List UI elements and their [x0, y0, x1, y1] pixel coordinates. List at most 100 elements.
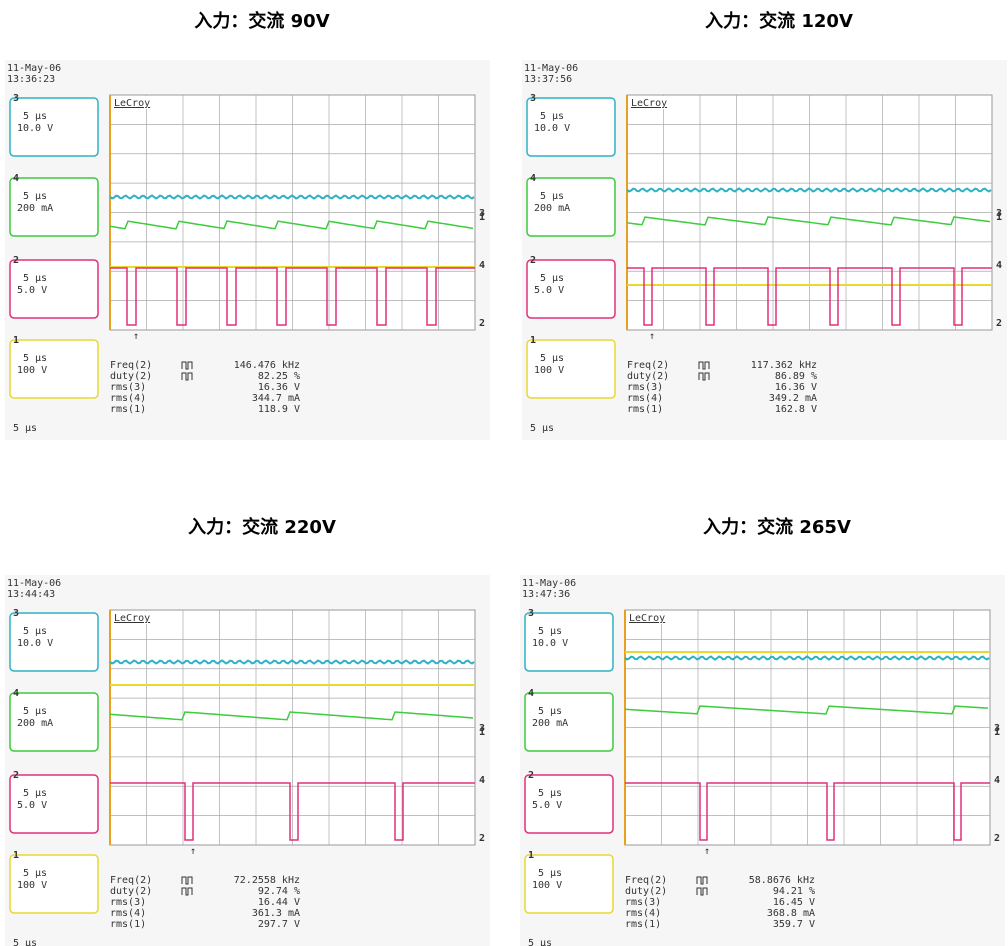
channel-marker: 1: [479, 212, 485, 223]
channel-marker: 2: [996, 318, 1002, 329]
measure-label: duty(2): [110, 886, 152, 897]
channel-marker: 4: [479, 260, 485, 271]
measure-value: 117.362 kHz: [751, 360, 817, 371]
measure-label: rms(4): [110, 908, 146, 919]
bottom-timebase: 5 μs: [528, 938, 552, 946]
page: 入力：交流 90V11-May-0613:36:23LeCroy↑35 μs10…: [0, 0, 1008, 946]
bottom-timebase: 5 μs: [13, 938, 37, 946]
brand: LeCroy: [631, 98, 667, 109]
channel-marker: 4: [994, 775, 1000, 786]
measure-value: 162.8 V: [775, 404, 817, 415]
trigger-arrow: ↑: [133, 331, 139, 342]
bottom-timebase: 5 μs: [530, 423, 554, 434]
channel-scale: 5.0 V: [532, 800, 562, 811]
channel-marker: 1: [994, 727, 1000, 738]
measure-label: rms(1): [110, 919, 146, 930]
panel-title: 入力：交流 265V: [703, 516, 851, 538]
measure-label: rms(1): [627, 404, 663, 415]
measure-label: rms(1): [110, 404, 146, 415]
measure-label: duty(2): [627, 371, 669, 382]
measure-label: rms(3): [110, 897, 146, 908]
channel-timebase: 5 μs: [23, 706, 47, 717]
measure-value: 94.21 %: [773, 886, 815, 897]
brand: LeCroy: [114, 98, 150, 109]
time: 13:44:43: [7, 589, 55, 600]
channel-timebase: 5 μs: [540, 273, 564, 284]
measure-value: 92.74 %: [258, 886, 300, 897]
measure-value: 86.89 %: [775, 371, 817, 382]
measure-value: 368.8 mA: [767, 908, 815, 919]
trigger-arrow: ↑: [704, 846, 710, 857]
measure-label: rms(4): [110, 393, 146, 404]
channel-scale: 100 V: [532, 880, 562, 891]
channel-timebase: 5 μs: [23, 626, 47, 637]
channel-marker: 1: [479, 727, 485, 738]
channel-scale: 5.0 V: [534, 285, 564, 296]
measure-value: 58.8676 kHz: [749, 875, 815, 886]
channel-timebase: 5 μs: [538, 706, 562, 717]
measure-label: rms(4): [627, 393, 663, 404]
channel-number: 3: [13, 93, 19, 104]
measure-value: 16.45 V: [773, 897, 815, 908]
scope-panel: 入力：交流 265V11-May-0613:47:36LeCroy↑35 μs1…: [520, 516, 1005, 946]
channel-scale: 5.0 V: [17, 285, 47, 296]
time: 13:36:23: [7, 74, 55, 85]
measure-label: rms(4): [625, 908, 661, 919]
channel-timebase: 5 μs: [538, 788, 562, 799]
channel-scale: 200 mA: [532, 718, 568, 729]
channel-marker: 4: [996, 260, 1002, 271]
channel-marker: 4: [479, 775, 485, 786]
channel-scale: 10.0 V: [532, 638, 568, 649]
measure-value: 349.2 mA: [769, 393, 817, 404]
channel-timebase: 5 μs: [23, 273, 47, 284]
time: 13:37:56: [524, 74, 572, 85]
measure-label: duty(2): [625, 886, 667, 897]
channel-number: 3: [530, 93, 536, 104]
measure-label: rms(1): [625, 919, 661, 930]
panel-title: 入力：交流 120V: [705, 10, 853, 32]
trigger-arrow: ↑: [649, 331, 655, 342]
channel-number: 1: [530, 335, 536, 346]
channel-number: 4: [528, 688, 534, 699]
channel-timebase: 5 μs: [540, 191, 564, 202]
channel-scale: 200 mA: [534, 203, 570, 214]
channel-marker: 2: [479, 833, 485, 844]
channel-number: 4: [530, 173, 536, 184]
measure-label: Freq(2): [627, 360, 669, 371]
channel-number: 1: [13, 850, 19, 861]
measure-label: Freq(2): [625, 875, 667, 886]
trigger-arrow: ↑: [190, 846, 196, 857]
date: 11-May-06: [7, 63, 61, 74]
channel-timebase: 5 μs: [23, 353, 47, 364]
measure-value: 146.476 kHz: [234, 360, 300, 371]
channel-scale: 5.0 V: [17, 800, 47, 811]
channel-timebase: 5 μs: [23, 111, 47, 122]
channel-number: 1: [13, 335, 19, 346]
channel-scale: 100 V: [534, 365, 564, 376]
channel-marker: 2: [994, 833, 1000, 844]
date: 11-May-06: [524, 63, 578, 74]
channel-number: 1: [528, 850, 534, 861]
channel-number: 3: [13, 608, 19, 619]
measure-label: rms(3): [110, 382, 146, 393]
measure-value: 16.44 V: [258, 897, 300, 908]
channel-timebase: 5 μs: [538, 626, 562, 637]
channel-scale: 10.0 V: [534, 123, 570, 134]
channel-marker: 2: [479, 318, 485, 329]
date: 11-May-06: [522, 578, 576, 589]
brand: LeCroy: [114, 613, 150, 624]
channel-scale: 10.0 V: [17, 123, 53, 134]
channel-number: 2: [13, 770, 19, 781]
channel-timebase: 5 μs: [23, 191, 47, 202]
channel-marker: 1: [996, 212, 1002, 223]
channel-number: 4: [13, 173, 19, 184]
channel-number: 3: [528, 608, 534, 619]
channel-number: 2: [530, 255, 536, 266]
date: 11-May-06: [7, 578, 61, 589]
channel-scale: 200 mA: [17, 718, 53, 729]
measure-value: 72.2558 kHz: [234, 875, 300, 886]
channel-timebase: 5 μs: [23, 788, 47, 799]
